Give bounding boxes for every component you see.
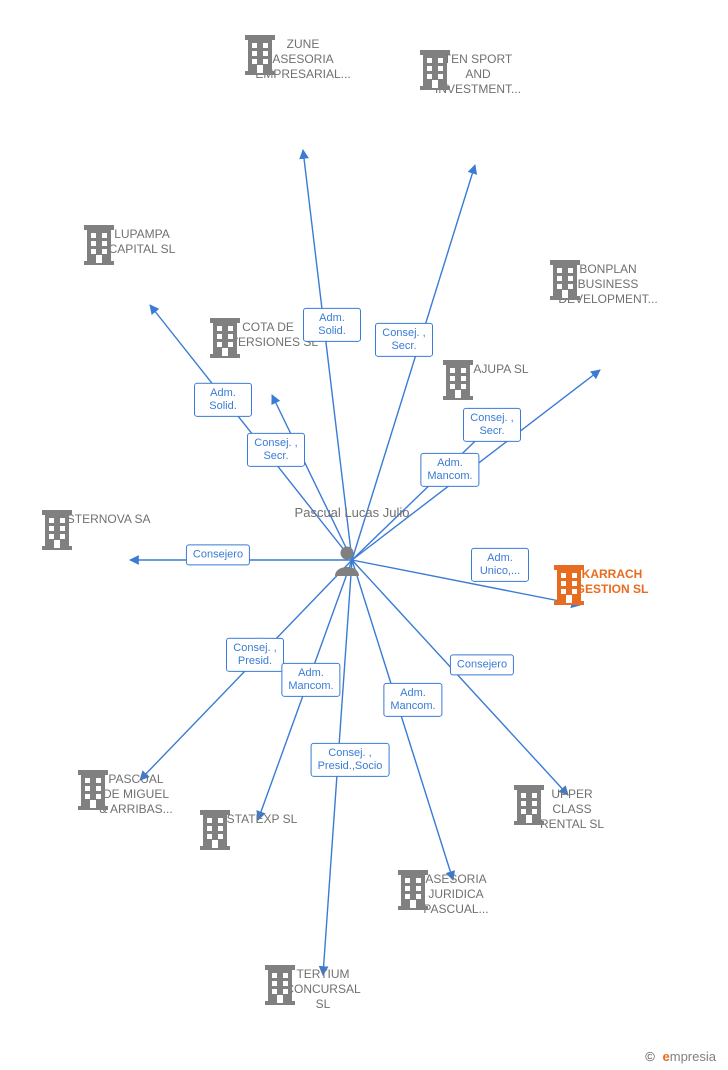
edge-label-ajupa: Adm. Mancom. xyxy=(420,453,479,487)
edge-label-karrach: Adm. Unico,... xyxy=(471,548,529,582)
company-node-gester[interactable]: GESTERNOVA SA xyxy=(40,510,160,527)
company-node-estatexp[interactable]: ESTATEXP SL xyxy=(198,810,318,827)
company-node-pascualdm[interactable]: PASCUAL DE MIGUEL & ARRIBAS... xyxy=(76,770,196,817)
company-node-karrach[interactable]: KARRACH GESTION SL xyxy=(552,565,672,597)
edge-label-pascualdm: Consej. , Presid. xyxy=(226,638,284,672)
edge-label-upper: Consejero xyxy=(450,654,514,675)
company-node-ajupa[interactable]: AJUPA SL xyxy=(441,360,561,377)
edge-label-cota: Consej. , Secr. xyxy=(247,433,305,467)
edge-cota xyxy=(272,395,352,560)
company-node-bonplan[interactable]: BONPLAN BUSINESS DEVELOPMENT... xyxy=(548,260,668,307)
copyright-symbol: © xyxy=(645,1049,655,1064)
edge-label-lupampa: Adm. Solid. xyxy=(194,383,252,417)
brand-e: e xyxy=(663,1049,670,1064)
edge-label-tensport: Consej. , Secr. xyxy=(375,323,433,357)
center-person-label: Pascual Lucas Julio xyxy=(282,505,422,522)
edge-asesoria xyxy=(352,560,453,880)
footer-credit: © empresia xyxy=(645,1049,716,1064)
edge-label-estatexp: Adm. Mancom. xyxy=(281,663,340,697)
edge-zune xyxy=(303,150,352,560)
edge-label-asesoria: Adm. Mancom. xyxy=(383,683,442,717)
edge-label-zune: Adm. Solid. xyxy=(303,308,361,342)
company-node-asesoria[interactable]: ASESORIA JURIDICA PASCUAL... xyxy=(396,870,516,917)
company-node-upper[interactable]: UPPER CLASS RENTAL SL xyxy=(512,785,632,832)
company-node-lupampa[interactable]: LUPAMPA CAPITAL SL xyxy=(82,225,202,257)
company-node-zune[interactable]: ZUNE ASESORIA EMPRESARIAL... xyxy=(243,35,363,82)
company-node-tertium[interactable]: TERTIUM CONCURSAL SL xyxy=(263,965,383,1012)
edge-label-tertium: Consej. , Presid.,Socio xyxy=(311,743,390,777)
edge-label-bonplan: Consej. , Secr. xyxy=(463,408,521,442)
edges-layer xyxy=(0,0,728,1070)
brand-rest: mpresia xyxy=(670,1049,716,1064)
edge-label-gester: Consejero xyxy=(186,544,250,565)
company-node-tensport[interactable]: TEN SPORT AND INVESTMENT... xyxy=(418,50,538,97)
edge-karrach xyxy=(352,560,580,605)
